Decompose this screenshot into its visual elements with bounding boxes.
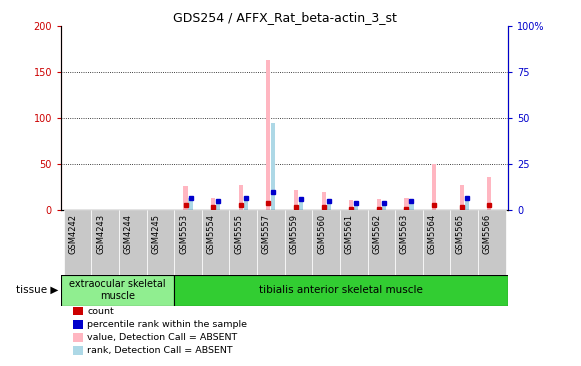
Bar	[349, 200, 353, 210]
Bar	[321, 192, 326, 210]
Text: tibialis anterior skeletal muscle: tibialis anterior skeletal muscle	[259, 285, 423, 295]
Text: GSM5559: GSM5559	[289, 214, 299, 254]
Text: GSM4244: GSM4244	[124, 214, 133, 254]
Bar	[423, 210, 450, 274]
Text: rank, Detection Call = ABSENT: rank, Detection Call = ABSENT	[87, 346, 233, 355]
Bar	[229, 210, 257, 274]
Text: GSM5566: GSM5566	[483, 214, 492, 254]
Bar	[377, 199, 381, 210]
Bar	[354, 204, 358, 210]
Text: GSM5565: GSM5565	[455, 214, 464, 254]
Text: GSM5553: GSM5553	[179, 214, 188, 254]
Bar	[202, 210, 229, 274]
Bar	[174, 210, 202, 274]
Text: count: count	[87, 307, 114, 315]
Text: GSM5563: GSM5563	[400, 214, 409, 254]
Bar	[382, 203, 386, 210]
Bar	[299, 199, 303, 210]
Bar	[188, 198, 192, 210]
Bar	[432, 164, 436, 210]
Bar	[327, 200, 331, 210]
Bar	[313, 210, 340, 274]
Text: GSM4243: GSM4243	[96, 214, 105, 254]
Bar	[216, 201, 220, 210]
Bar	[184, 186, 188, 210]
Bar	[119, 210, 146, 274]
Bar	[395, 210, 423, 274]
Bar	[257, 210, 285, 274]
Bar	[465, 198, 469, 210]
Bar	[450, 210, 478, 274]
Text: GSM5561: GSM5561	[345, 214, 354, 254]
Title: GDS254 / AFFX_Rat_beta-actin_3_st: GDS254 / AFFX_Rat_beta-actin_3_st	[173, 11, 397, 25]
Text: GSM5562: GSM5562	[372, 214, 381, 254]
Text: percentile rank within the sample: percentile rank within the sample	[87, 320, 247, 329]
Bar	[487, 177, 492, 210]
Bar	[266, 60, 271, 210]
Bar	[478, 210, 505, 274]
Text: extraocular skeletal
muscle: extraocular skeletal muscle	[69, 279, 166, 301]
Text: GSM4242: GSM4242	[69, 214, 78, 254]
Bar	[64, 210, 91, 274]
Text: GSM5557: GSM5557	[262, 214, 271, 254]
Bar	[174, 274, 508, 306]
Bar	[368, 210, 395, 274]
Bar	[243, 198, 248, 210]
Bar	[61, 274, 174, 306]
Text: GSM5560: GSM5560	[317, 214, 326, 254]
Text: GSM5554: GSM5554	[207, 214, 216, 254]
Bar	[239, 186, 243, 210]
Bar	[285, 210, 313, 274]
Bar	[211, 198, 215, 210]
Text: GSM5564: GSM5564	[428, 214, 436, 254]
Text: value, Detection Call = ABSENT: value, Detection Call = ABSENT	[87, 333, 238, 341]
Bar	[410, 201, 414, 210]
Bar	[271, 123, 275, 210]
Bar	[294, 190, 298, 210]
Text: GSM4245: GSM4245	[152, 214, 160, 254]
Text: GSM5555: GSM5555	[234, 214, 243, 254]
Bar	[146, 210, 174, 274]
Bar	[91, 210, 119, 274]
Text: tissue ▶: tissue ▶	[16, 285, 58, 295]
Bar	[340, 210, 368, 274]
Bar	[404, 198, 408, 210]
Bar	[460, 186, 464, 210]
